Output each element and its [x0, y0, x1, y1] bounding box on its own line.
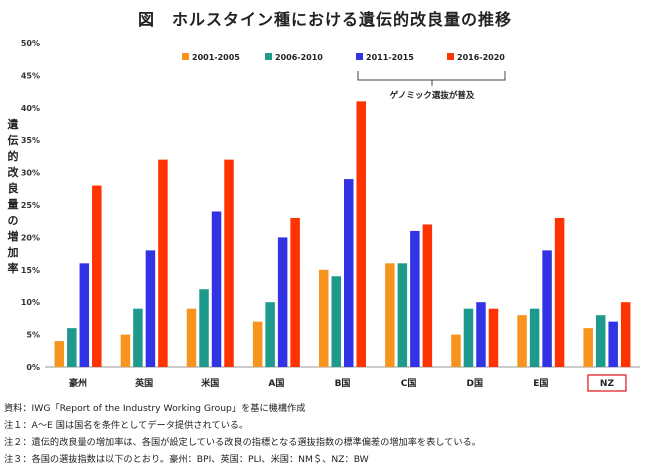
bar [290, 217, 300, 367]
note-2: 注２：遺伝的改良量の増加率は、各国が設定している改良の指標となる選抜指数の標準偏… [4, 437, 481, 448]
y-tick-label: 35% [21, 136, 40, 145]
legend-label: 2001-2005 [192, 53, 240, 62]
bar [199, 289, 209, 367]
bar [92, 185, 102, 367]
bar [356, 101, 366, 367]
bar [265, 302, 275, 367]
bar [620, 302, 631, 367]
bar [319, 269, 329, 367]
y-axis-label-char: 率 [8, 261, 19, 275]
bar [54, 341, 65, 367]
y-axis-label-char: 的 [8, 149, 19, 163]
legend-label: 2016-2020 [457, 53, 505, 62]
bar [476, 302, 486, 367]
y-tick-label: 50% [21, 39, 40, 48]
bar [517, 315, 527, 367]
note-3: 注３：各国の選抜指数は以下のとおり。豪州：BPI、英国：PLI、米国：NM＄、N… [4, 454, 369, 465]
y-axis-label-char: 増 [8, 229, 19, 243]
y-axis-label-char: 良 [8, 181, 19, 195]
y-axis-label-char: 加 [7, 245, 19, 259]
y-axis-label-char: 遺 [7, 117, 20, 131]
y-tick-label: 20% [21, 233, 40, 242]
note-source: 資料：IWG「Report of the Industry Working Gr… [4, 403, 306, 414]
x-tick-label: 米国 [200, 377, 219, 389]
bar [252, 321, 263, 367]
bar [397, 263, 408, 367]
bar [277, 237, 288, 367]
bar [488, 308, 499, 367]
notes: 資料：IWG「Report of the Industry Working Gr… [4, 400, 649, 468]
x-tick-label: A国 [268, 378, 284, 389]
bar [422, 224, 433, 367]
highlight-box [587, 374, 627, 392]
legend-swatch [182, 53, 189, 60]
bar [344, 179, 354, 367]
y-tick-label: 5% [26, 331, 40, 340]
x-tick-label: D国 [466, 378, 482, 389]
y-tick-label: 10% [21, 298, 40, 307]
bar [451, 334, 461, 367]
bar [79, 263, 90, 367]
x-tick-label: B国 [335, 378, 351, 389]
y-tick-label: 30% [21, 169, 40, 178]
legend-swatch [447, 53, 454, 60]
bar [529, 308, 540, 367]
bar [554, 217, 565, 367]
bar [410, 230, 420, 367]
bracket [357, 71, 506, 81]
bar [186, 308, 197, 367]
bar [120, 334, 131, 367]
bar [595, 315, 606, 367]
bar [542, 250, 552, 367]
bar [463, 308, 474, 367]
bar [145, 250, 156, 367]
legend-label: 2011-2015 [366, 53, 414, 62]
y-tick-label: 0% [26, 363, 40, 372]
bar [331, 276, 341, 367]
x-tick-label: E国 [533, 378, 548, 389]
bar [211, 211, 222, 367]
bar [158, 159, 168, 367]
y-tick-label: 45% [21, 71, 40, 80]
x-tick-label: NZ [600, 379, 615, 389]
note-1: 注１：A～E 国は国名を条件としてデータ提供されている。 [4, 420, 249, 431]
bar [583, 328, 593, 367]
y-axis-label-char: 量 [8, 198, 19, 211]
x-tick-label: 豪州 [69, 377, 87, 389]
legend-label: 2006-2010 [275, 53, 323, 62]
bar-chart: 0% 5% 10% 15% 20% 25% 30% 35% 40% 45% 50% 遺伝的改良量の増加… [7, 39, 640, 392]
y-tick-label: 40% [21, 104, 40, 113]
legend-swatch [356, 53, 363, 60]
y-axis-label-char: 伝 [8, 133, 19, 147]
bar [224, 159, 234, 367]
x-tick-label: 英国 [134, 377, 153, 389]
y-tick-label: 15% [21, 266, 40, 275]
y-tick-label: 25% [21, 201, 40, 210]
bar [67, 328, 77, 367]
y-axis-label-char: の [8, 214, 19, 227]
x-tick-label: C国 [401, 378, 417, 389]
bar [385, 263, 395, 367]
bar [608, 321, 618, 367]
chart-title: 図 ホルスタイン種における遺伝的改良量の推移 [137, 10, 512, 29]
annotation-text: ゲノミック選抜が普及 [390, 90, 475, 101]
y-axis-label-char: 改 [8, 165, 20, 179]
bar [133, 308, 143, 367]
legend-swatch [265, 53, 272, 60]
